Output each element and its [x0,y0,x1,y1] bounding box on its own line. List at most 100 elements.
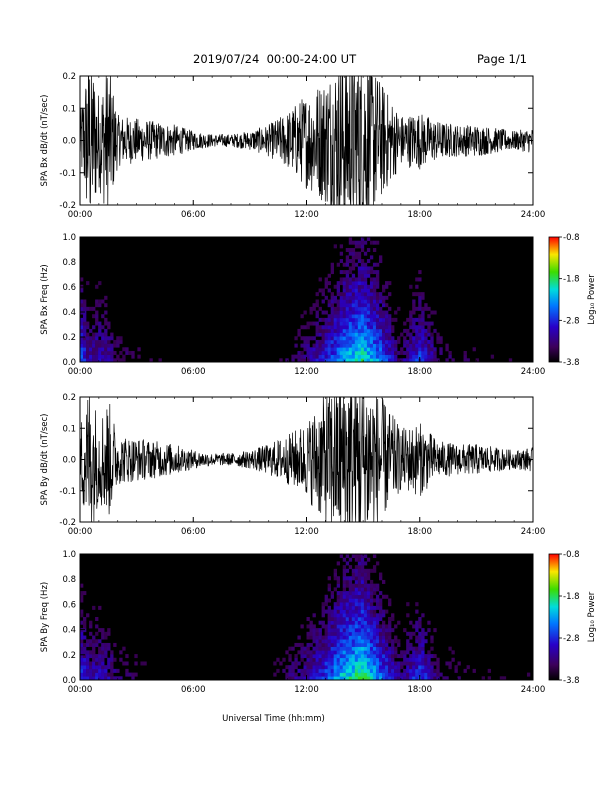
heatmap-cell [360,240,365,245]
heatmap-cell [421,635,425,640]
heatmap-cell [378,672,383,677]
heatmap-cell [104,350,108,355]
heatmap-cell [385,284,389,289]
heatmap-cell [369,240,374,245]
heatmap-cell [80,654,84,659]
heatmap-cell [315,650,319,655]
heatmap-cell [89,306,93,311]
heatmap-cell [336,672,341,677]
heatmap-cell [357,591,362,596]
heatmap-cell [409,620,413,625]
heatmap-cell [104,676,108,681]
heatmap-cell [330,328,334,333]
heatmap-cell [375,321,380,326]
heatmap-cell [421,654,425,659]
heatmap-cell [110,350,114,355]
heatmap-cell [385,321,389,326]
heatmap-cell [388,617,392,622]
heatmap-cell [345,620,350,625]
heatmap-cell [385,347,389,352]
heatmap-cell [366,635,371,640]
heatmap-cell [382,303,386,308]
heatmap-cell [312,628,316,633]
heatmap-cell [333,665,337,670]
heatmap-cell [110,661,114,666]
heatmap-cell [315,635,319,640]
heatmap-cell [372,591,377,596]
heatmap-cell [101,657,105,662]
heatmap-cell [330,668,334,673]
heatmap-cell [415,292,419,297]
heatmap-cell [107,661,111,666]
heatmap-cell [83,343,87,348]
heatmap-cell [107,631,111,636]
heatmap-cell [333,661,337,666]
heatmap-cell [366,310,371,315]
heatmap-cell [80,299,84,304]
heatmap-cell [421,310,425,315]
heatmap-cell [95,668,99,673]
heatmap-cell [336,314,341,319]
heatmap-cell [345,628,350,633]
y-tick-label: 0.1 [62,424,76,434]
heatmap-cell [321,635,325,640]
heatmap-cell [409,665,413,670]
heatmap-cell [104,654,108,659]
heatmap-cell [297,635,301,640]
heatmap-cell [306,650,310,655]
heatmap-cell [89,650,93,655]
heatmap-cell [369,328,374,333]
heatmap-cell [348,332,353,337]
heatmap-cell [113,668,117,673]
heatmap-cell [372,317,377,322]
heatmap-cell [83,657,87,662]
y-tick-label: 0.2 [62,651,76,661]
heatmap-cell [369,617,374,622]
heatmap-cell [357,617,362,622]
heatmap-cell [457,676,461,681]
heatmap-cell [400,332,404,337]
heatmap-cell [409,284,413,289]
heatmap-cell [309,336,313,341]
heatmap-cell [104,650,108,655]
heatmap-cell [321,343,325,348]
heatmap-cell [119,650,123,655]
heatmap-cell [98,657,102,662]
heatmap-cell [415,325,419,330]
heatmap-cell [378,292,383,297]
heatmap-cell [95,303,99,308]
heatmap-cell [318,654,322,659]
heatmap-cell [369,609,374,614]
heatmap-cell [315,339,319,344]
heatmap-cell [394,650,398,655]
heatmap-cell [424,328,428,333]
heatmap-cell [348,277,353,282]
heatmap-cell [351,613,356,618]
heatmap-cell [375,639,380,644]
heatmap-cell [357,273,362,278]
heatmap-cell [430,676,434,681]
heatmap-cell [385,303,389,308]
heatmap-cell [339,270,344,275]
heatmap-cell [327,631,331,636]
heatmap-cell [382,325,386,330]
heatmap-cell [406,613,410,618]
heatmap-cell [448,350,452,355]
heatmap-cell [318,646,322,651]
heatmap-cell [80,288,84,293]
heatmap-cell [345,292,350,297]
heatmap-cell [445,347,449,352]
heatmap-cell [324,281,328,286]
heatmap-cell [345,321,350,326]
heatmap-cell [327,317,331,322]
heatmap-cell [366,617,371,622]
heatmap-cell [345,339,350,344]
heatmap-cell [330,654,334,659]
heatmap-cell [427,332,431,337]
heatmap-cell [306,624,310,629]
heatmap-cell [348,676,353,681]
heatmap-cell [418,339,422,344]
heatmap-cell [330,665,334,670]
heatmap-cell [342,628,347,633]
heatmap-cell [342,310,347,315]
